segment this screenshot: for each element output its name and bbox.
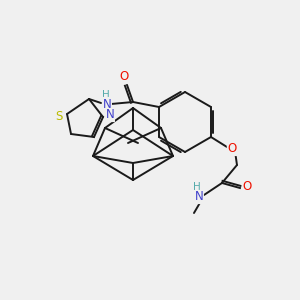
Text: H: H [193,182,201,192]
Text: S: S [55,110,63,122]
Text: O: O [119,70,129,83]
Text: N: N [195,190,203,203]
Text: O: O [242,181,252,194]
Text: H: H [102,90,110,100]
Text: N: N [106,109,114,122]
Text: N: N [103,98,111,110]
Text: O: O [227,142,237,155]
